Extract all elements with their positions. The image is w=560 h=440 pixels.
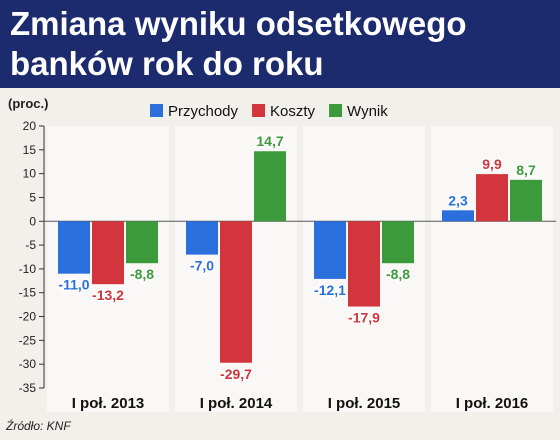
data-label-przychody-3: -12,1 <box>314 282 346 298</box>
y-tick-label: -25 <box>19 333 37 347</box>
bar-koszty-1 <box>92 221 124 285</box>
y-tick-label: -30 <box>19 357 37 371</box>
y-tick-label: 5 <box>29 190 36 204</box>
chart-title-line-2: banków rok do roku <box>10 45 324 82</box>
data-label-przychody-1: -11,0 <box>58 277 89 293</box>
y-tick-label: -10 <box>19 262 37 276</box>
y-tick-label: -20 <box>19 310 37 324</box>
bar-koszty-4 <box>476 174 508 222</box>
bar-koszty-3 <box>348 221 380 307</box>
chart-title-line-1: Zmiana wyniku odsetkowego <box>10 5 467 42</box>
legend-swatch-przychody <box>150 104 163 117</box>
bar-wynik-3 <box>382 221 414 264</box>
legend-swatch-wynik <box>329 104 343 117</box>
data-label-wynik-2: 14,7 <box>256 133 283 149</box>
bar-przychody-4 <box>442 210 474 222</box>
bar-chart: (proc.) 20 15 10 5 0 -5 -10 -15 -20 -25 -30 -35 -11,0… <box>8 96 556 412</box>
data-label-przychody-2: -7,0 <box>190 258 214 274</box>
y-tick-label: 0 <box>29 214 36 228</box>
data-label-wynik-3: -8,8 <box>386 266 410 282</box>
y-tick-label: -15 <box>19 286 37 300</box>
legend-label-koszty: Koszty <box>270 103 316 120</box>
data-label-koszty-1: -13,2 <box>92 287 124 303</box>
chart-title: Zmiana wyniku odsetkowego banków rok do … <box>0 0 560 88</box>
x-category-label: I poł. 2014 <box>200 395 273 412</box>
x-category-label: I poł. 2016 <box>456 395 529 412</box>
data-label-wynik-1: -8,8 <box>130 266 154 282</box>
bar-wynik-2 <box>254 151 286 222</box>
y-tick-label: -5 <box>25 238 36 252</box>
x-category-label: I poł. 2015 <box>328 395 401 412</box>
category-panel-4 <box>431 126 553 412</box>
bar-wynik-4 <box>510 179 542 222</box>
y-tick-label: 10 <box>23 167 37 181</box>
data-label-koszty-3: -17,9 <box>348 310 380 326</box>
bar-przychody-1 <box>58 221 90 274</box>
legend-swatch-koszty <box>252 104 266 117</box>
y-tick-label: -35 <box>19 381 37 395</box>
x-category-label: I poł. 2013 <box>72 395 145 412</box>
bar-wynik-1 <box>126 221 158 264</box>
data-label-przychody-4: 2,3 <box>448 192 468 208</box>
legend-label-wynik: Wynik <box>347 103 388 120</box>
bar-przychody-2 <box>186 221 218 255</box>
data-label-koszty-2: -29,7 <box>220 366 252 382</box>
source-note: Źródło: KNF <box>6 419 71 433</box>
y-axis-label: (proc.) <box>8 96 48 111</box>
y-tick-label: 20 <box>23 119 37 133</box>
bar-przychody-3 <box>314 221 346 279</box>
data-label-wynik-4: 8,7 <box>516 162 536 178</box>
bar-koszty-2 <box>220 221 252 363</box>
y-tick-label: 15 <box>23 143 37 157</box>
data-label-koszty-4: 9,9 <box>482 156 502 172</box>
legend-label-przychody: Przychody <box>168 103 239 120</box>
